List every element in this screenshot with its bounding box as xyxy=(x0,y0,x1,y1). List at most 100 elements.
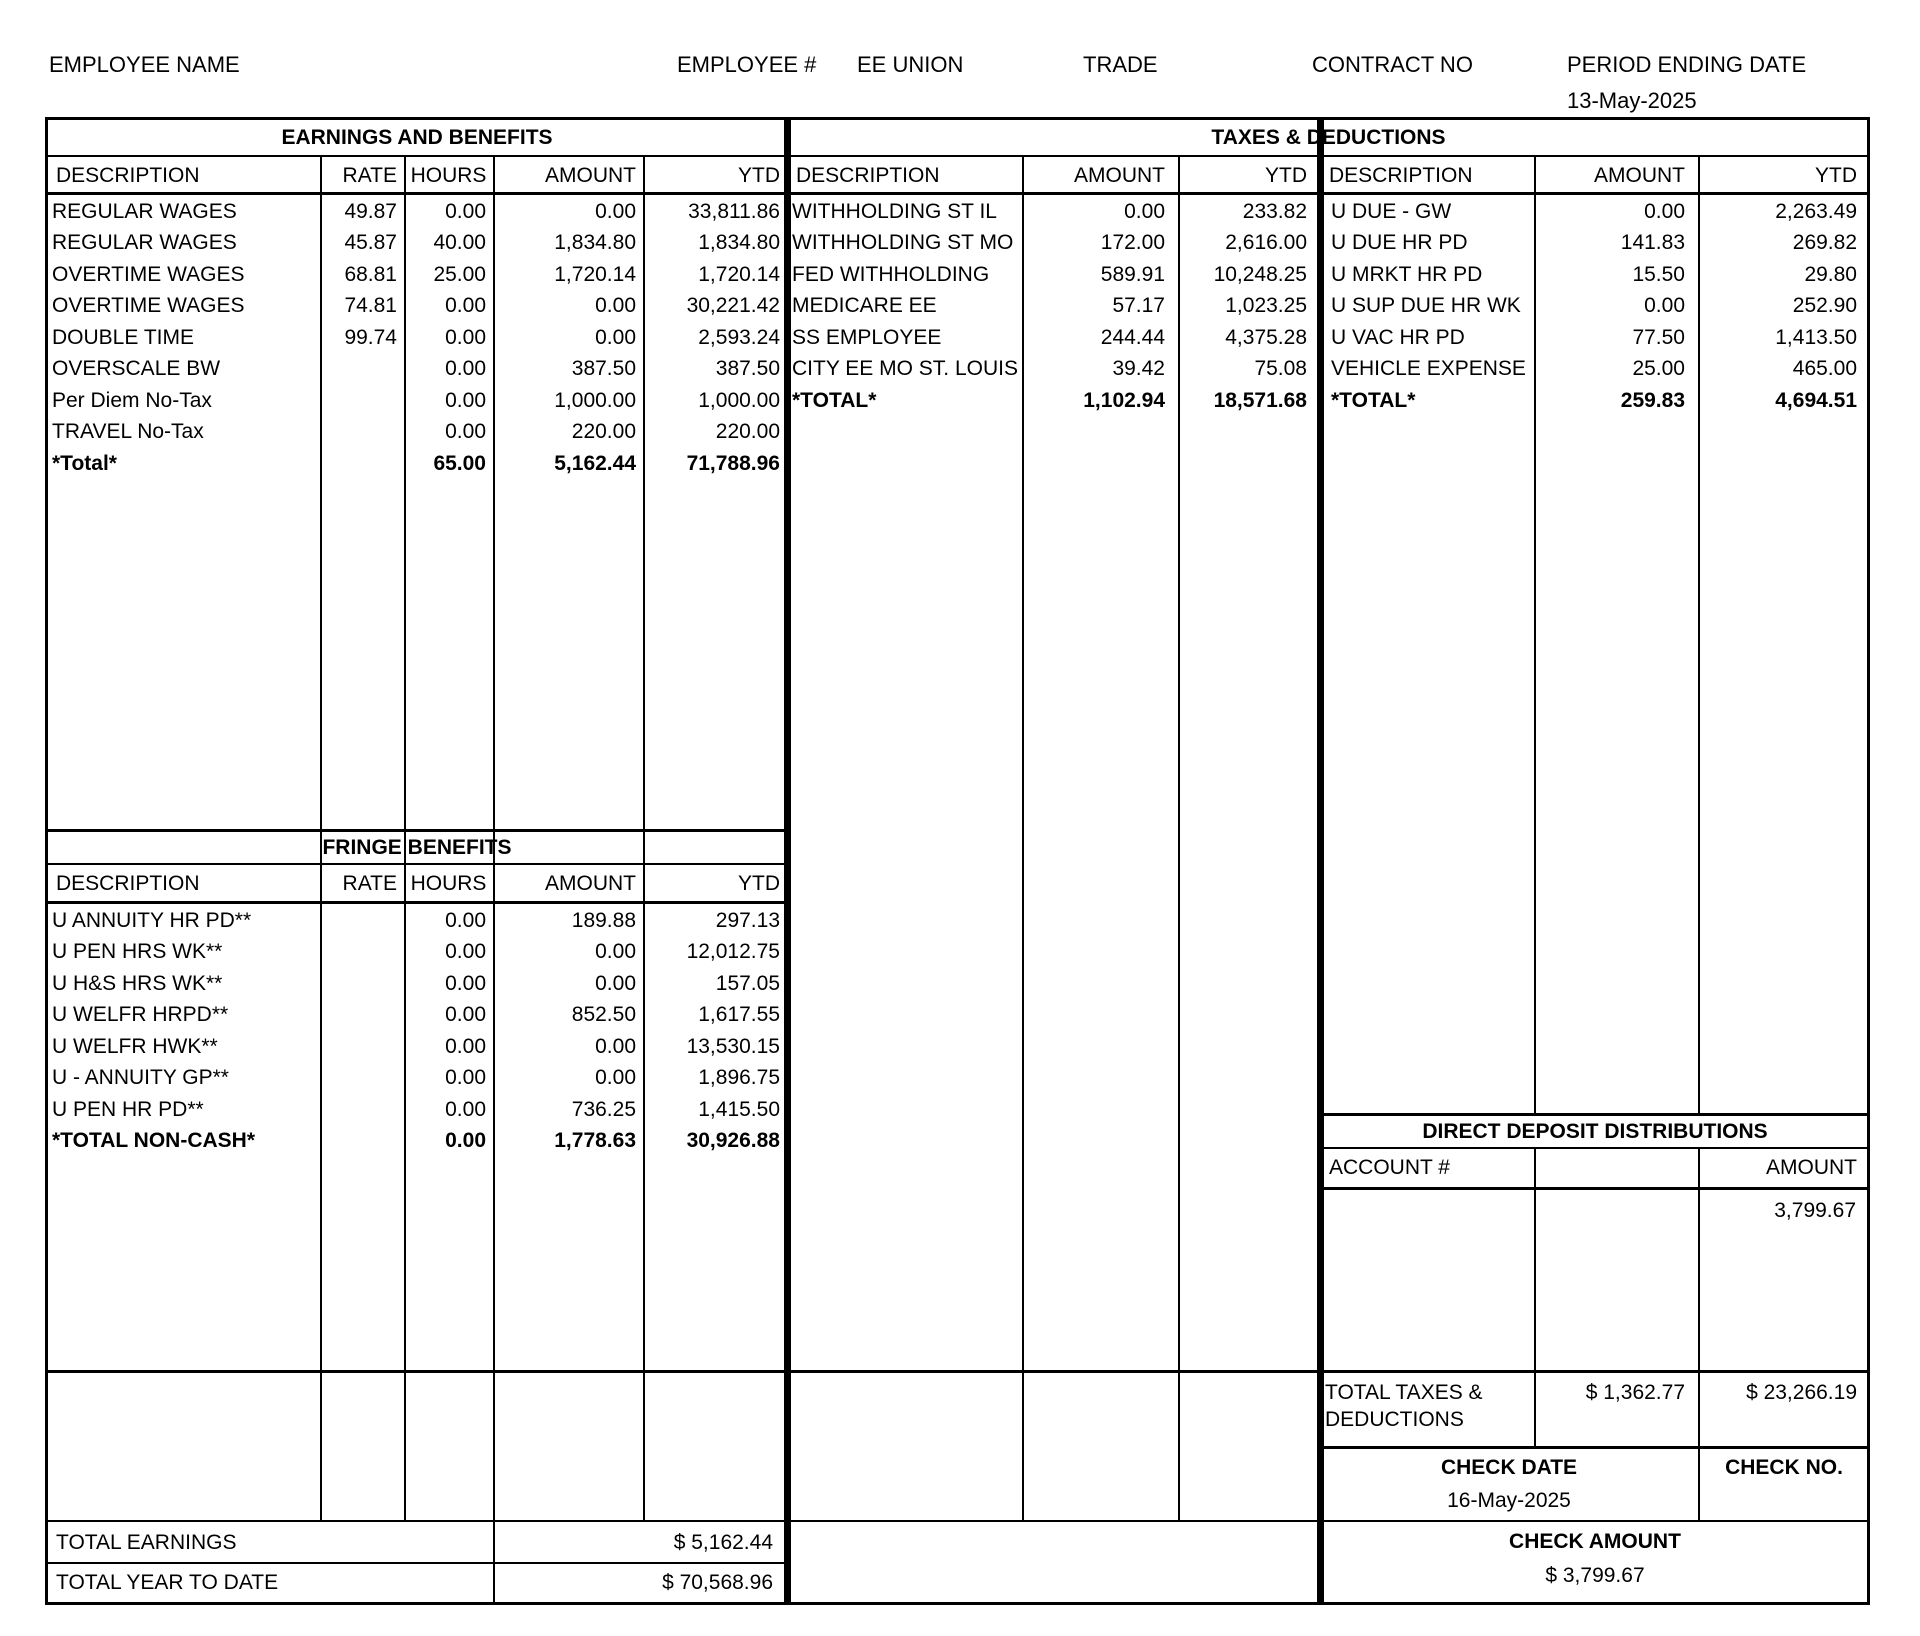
table-row: DOUBLE TIME 99.74 0.00 0.00 2,593.24 xyxy=(47,322,787,354)
period-ending-label: PERIOD ENDING DATE xyxy=(1567,52,1807,77)
column-header: AMOUNT xyxy=(1594,163,1685,187)
cell-description: U DUE - GW xyxy=(1331,199,1452,223)
total-ytd-label: TOTAL YEAR TO DATE xyxy=(56,1571,279,1594)
cell-description: *TOTAL NON-CASH* xyxy=(52,1129,256,1153)
cell-amount: 259.83 xyxy=(1620,388,1685,412)
total-earnings-value: $ 5,162.44 xyxy=(673,1531,773,1554)
divider xyxy=(1320,1446,1870,1449)
cell-description: WITHHOLDING ST IL xyxy=(792,199,997,223)
cell-amount: 0.00 xyxy=(1124,199,1165,223)
table-row: U SUP DUE HR WK 0.00 252.90 xyxy=(1320,291,1870,323)
table-row: FED WITHHOLDING 589.91 10,248.25 xyxy=(787,259,1320,291)
cell-description: REGULAR WAGES xyxy=(52,231,237,255)
column-header: DESCRIPTION xyxy=(796,163,940,187)
cell-hours: 0.00 xyxy=(445,908,486,932)
cell-ytd: 1,413.50 xyxy=(1775,325,1857,349)
cell-amount: 0.00 xyxy=(595,971,636,995)
cell-ytd: 30,221.42 xyxy=(686,294,780,318)
cell-amount: 736.25 xyxy=(571,1097,636,1121)
amount-header: AMOUNT xyxy=(1766,1156,1857,1179)
cell-ytd: 220.00 xyxy=(715,420,780,444)
cell-description: Per Diem No-Tax xyxy=(52,388,212,412)
divider xyxy=(47,192,1870,195)
table-row: U WELFR HRPD** 0.00 852.50 1,617.55 xyxy=(47,1000,787,1032)
table-row: OVERTIME WAGES 68.81 25.00 1,720.14 1,72… xyxy=(47,259,787,291)
account-number-header: ACCOUNT # xyxy=(1329,1156,1450,1179)
cell-description: CITY EE MO ST. LOUIS xyxy=(792,357,1018,381)
cell-rate: 74.81 xyxy=(344,294,397,318)
direct-deposit-header-row: ACCOUNT # AMOUNT xyxy=(1320,1149,1870,1187)
cell-description: U - ANNUITY GP** xyxy=(52,1066,229,1090)
cell-ytd: 1,896.75 xyxy=(698,1066,780,1090)
cell-ytd: 2,593.24 xyxy=(698,325,780,349)
cell-ytd: 71,788.96 xyxy=(686,451,780,475)
divider xyxy=(47,901,787,904)
cell-ytd: 387.50 xyxy=(715,357,780,381)
taxes-left-column-headers: DESCRIPTION AMOUNT YTD xyxy=(787,159,1320,192)
cell-description: U ANNUITY HR PD** xyxy=(52,908,252,932)
table-row: OVERSCALE BW 0.00 387.50 387.50 xyxy=(47,354,787,386)
divider xyxy=(47,1520,1870,1522)
table-border-bottom xyxy=(45,1602,1870,1605)
cell-amount: 1,834.80 xyxy=(554,231,636,255)
table-row: MEDICARE EE 57.17 1,023.25 xyxy=(787,291,1320,323)
cell-hours: 0.00 xyxy=(445,357,486,381)
cell-hours: 0.00 xyxy=(445,388,486,412)
column-line xyxy=(1534,157,1536,1115)
cell-ytd: 12,012.75 xyxy=(686,940,780,964)
cell-amount: 0.00 xyxy=(595,325,636,349)
cell-ytd: 4,375.28 xyxy=(1225,325,1307,349)
cell-description: MEDICARE EE xyxy=(792,294,937,318)
cell-ytd: 75.08 xyxy=(1254,357,1307,381)
cell-ytd: 1,720.14 xyxy=(698,262,780,286)
column-line xyxy=(1698,157,1700,1115)
cell-amount: 1,720.14 xyxy=(554,262,636,286)
table-row: OVERTIME WAGES 74.81 0.00 0.00 30,221.42 xyxy=(47,291,787,323)
divider xyxy=(47,1370,1870,1373)
cell-description: OVERTIME WAGES xyxy=(52,262,245,286)
cell-amount: 1,000.00 xyxy=(554,388,636,412)
cell-hours: 0.00 xyxy=(445,1097,486,1121)
cell-hours: 0.00 xyxy=(445,971,486,995)
table-row: WITHHOLDING ST IL 0.00 233.82 xyxy=(787,196,1320,228)
table-row: *TOTAL* 259.83 4,694.51 xyxy=(1320,385,1870,417)
table-row: CITY EE MO ST. LOUIS 39.42 75.08 xyxy=(787,354,1320,386)
cell-description: U PEN HR PD** xyxy=(52,1097,204,1121)
cell-amount: 1,102.94 xyxy=(1083,388,1165,412)
cell-hours: 0.00 xyxy=(445,1066,486,1090)
cell-amount: 25.00 xyxy=(1632,357,1685,381)
table-row: U WELFR HWK** 0.00 0.00 13,530.15 xyxy=(47,1031,787,1063)
column-header: YTD xyxy=(1815,163,1857,187)
table-border-left xyxy=(45,117,48,1605)
contract-no-label: CONTRACT NO xyxy=(1312,52,1473,77)
divider xyxy=(1320,1187,1870,1190)
cell-ytd: 1,023.25 xyxy=(1225,294,1307,318)
cell-amount: 77.50 xyxy=(1632,325,1685,349)
table-row: WITHHOLDING ST MO 172.00 2,616.00 xyxy=(787,228,1320,260)
cell-amount: 0.00 xyxy=(1644,294,1685,318)
earnings-column-headers: DESCRIPTION RATE HOURS AMOUNT YTD xyxy=(47,159,787,192)
table-row: REGULAR WAGES 45.87 40.00 1,834.80 1,834… xyxy=(47,228,787,260)
column-header: RATE xyxy=(342,871,397,895)
cell-amount: 387.50 xyxy=(571,357,636,381)
total-taxes-label: TOTAL TAXES & DEDUCTIONS xyxy=(1325,1381,1483,1432)
period-ending-date: 13-May-2025 xyxy=(1567,88,1697,113)
cell-description: U DUE HR PD xyxy=(1331,231,1468,255)
cell-ytd: 13,530.15 xyxy=(686,1034,780,1058)
column-header: DESCRIPTION xyxy=(56,163,200,187)
divider xyxy=(47,1562,787,1564)
cell-hours: 0.00 xyxy=(445,325,486,349)
cell-ytd: 1,415.50 xyxy=(698,1097,780,1121)
table-row: U VAC HR PD 77.50 1,413.50 xyxy=(1320,322,1870,354)
column-header: DESCRIPTION xyxy=(56,871,200,895)
cell-amount: 5,162.44 xyxy=(554,451,636,475)
ee-union-label: EE UNION xyxy=(857,52,964,77)
cell-ytd: 30,926.88 xyxy=(686,1129,780,1153)
section-divider xyxy=(1317,117,1324,1605)
table-row: U PEN HRS WK** 0.00 0.00 12,012.75 xyxy=(47,937,787,969)
table-row: *TOTAL NON-CASH* 0.00 1,778.63 30,926.88 xyxy=(47,1126,787,1158)
column-header: DESCRIPTION xyxy=(1329,163,1473,187)
taxes-right-table: U DUE - GW 0.00 2,263.49 U DUE HR PD 141… xyxy=(1320,196,1870,417)
table-row: U DUE - GW 0.00 2,263.49 xyxy=(1320,196,1870,228)
